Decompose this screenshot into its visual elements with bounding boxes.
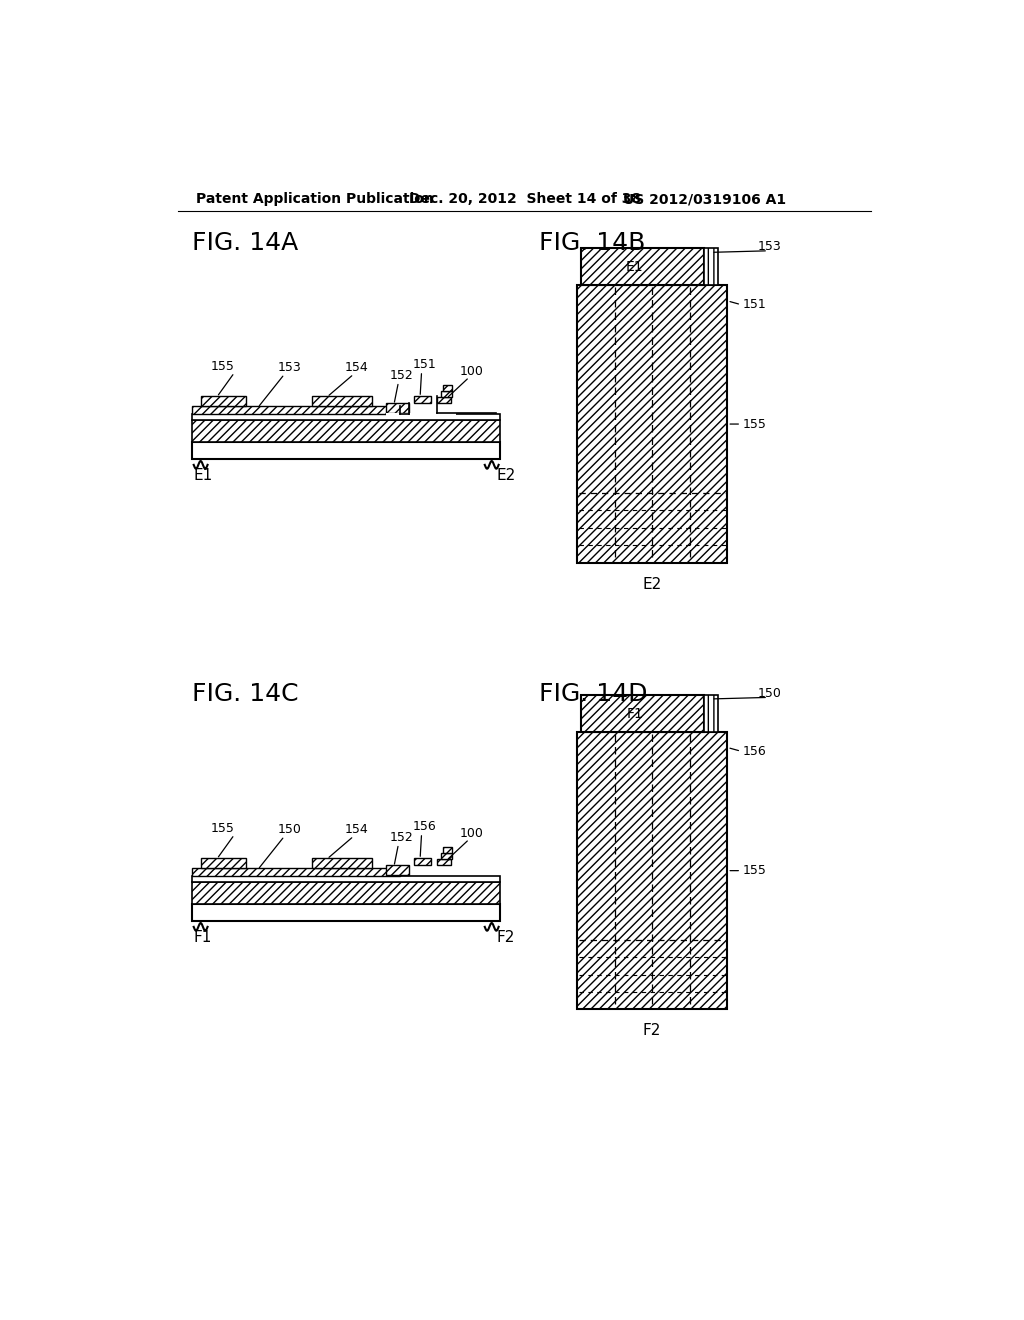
Text: FIG. 14A: FIG. 14A: [193, 231, 298, 255]
Text: 156: 156: [413, 820, 436, 833]
Bar: [193, 420, 500, 442]
Text: 100: 100: [460, 828, 483, 841]
Bar: [193, 876, 500, 882]
Text: E2: E2: [642, 577, 662, 591]
Text: 152: 152: [390, 370, 414, 381]
Text: 155: 155: [742, 865, 767, 878]
Bar: [193, 904, 500, 921]
Bar: [437, 397, 451, 404]
Text: E1: E1: [194, 469, 213, 483]
Bar: [386, 866, 410, 874]
Text: 151: 151: [413, 358, 436, 371]
Bar: [437, 859, 451, 866]
Text: 152: 152: [390, 832, 414, 843]
Text: 155: 155: [211, 360, 234, 372]
Text: FIG. 14D: FIG. 14D: [539, 681, 647, 706]
Bar: [193, 882, 500, 904]
Text: E1: E1: [626, 260, 644, 275]
Text: E2: E2: [497, 469, 515, 483]
Bar: [443, 847, 453, 853]
Text: FIG. 14C: FIG. 14C: [193, 681, 299, 706]
Text: Patent Application Publication: Patent Application Publication: [196, 193, 434, 206]
Bar: [705, 696, 718, 733]
Bar: [386, 412, 456, 418]
Text: 155: 155: [211, 822, 234, 834]
Bar: [414, 858, 431, 866]
Bar: [414, 396, 431, 404]
Text: 156: 156: [742, 744, 766, 758]
Text: F2: F2: [643, 1023, 662, 1039]
Bar: [311, 396, 372, 407]
Text: F2: F2: [497, 931, 515, 945]
Text: 154: 154: [344, 824, 368, 837]
Bar: [193, 414, 500, 420]
Bar: [193, 407, 400, 414]
Bar: [443, 385, 453, 391]
Text: F1: F1: [194, 931, 212, 945]
Text: 150: 150: [758, 686, 781, 700]
Text: 151: 151: [742, 298, 766, 312]
Bar: [441, 853, 452, 859]
Bar: [311, 858, 372, 869]
Text: US 2012/0319106 A1: US 2012/0319106 A1: [624, 193, 786, 206]
Text: Dec. 20, 2012  Sheet 14 of 38: Dec. 20, 2012 Sheet 14 of 38: [410, 193, 641, 206]
Bar: [578, 285, 727, 562]
Bar: [193, 869, 400, 876]
Text: 155: 155: [742, 417, 767, 430]
Bar: [202, 396, 246, 407]
Text: 154: 154: [344, 362, 368, 375]
Bar: [581, 248, 705, 285]
Text: 150: 150: [278, 824, 302, 837]
Bar: [705, 248, 718, 285]
Bar: [193, 442, 500, 459]
Text: 153: 153: [279, 362, 302, 375]
Text: FIG. 14B: FIG. 14B: [539, 231, 645, 255]
Text: F1: F1: [627, 706, 643, 721]
Bar: [202, 858, 246, 869]
Text: 100: 100: [460, 366, 483, 379]
Bar: [441, 391, 452, 397]
Text: 153: 153: [758, 240, 781, 253]
Bar: [386, 404, 410, 412]
Bar: [581, 696, 705, 733]
Bar: [578, 733, 727, 1010]
